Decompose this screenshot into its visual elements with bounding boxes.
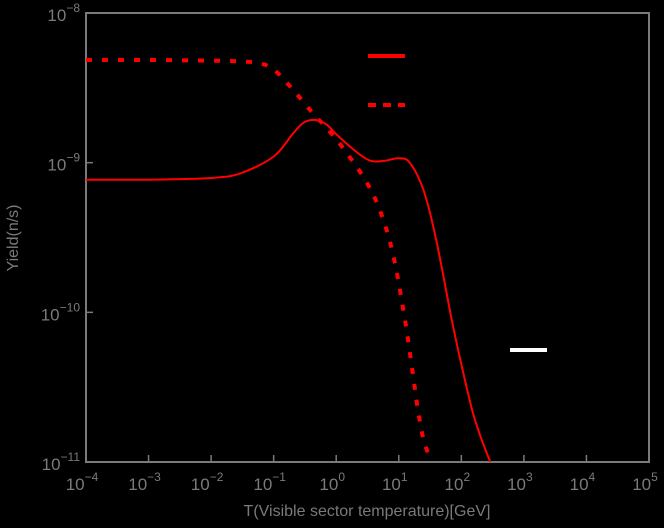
x-tick-label: 105: [632, 470, 658, 494]
x-tick-label: 10−4: [66, 470, 99, 494]
x-tick-label: 102: [445, 470, 471, 494]
x-tick-label: 100: [319, 470, 345, 494]
x-tick-label: 101: [382, 470, 408, 494]
x-tick-label: 10−2: [191, 470, 224, 494]
y-tick-label: 10−9: [47, 151, 80, 175]
x-tick-label: 10−3: [128, 470, 161, 494]
x-tick-label: 10−1: [253, 470, 286, 494]
legend: [368, 54, 405, 107]
x-tick-label: 103: [507, 470, 533, 494]
y-tick-label: 10−11: [42, 450, 81, 474]
plot-frame: [85, 12, 650, 463]
y-axis-ticks: 10−8 10−9 10−10 10−11: [41, 1, 93, 474]
dashed-series-line: [85, 57, 433, 460]
y-axis-label: Yield(n/s): [5, 205, 22, 272]
y-tick-label: 10−10: [41, 300, 81, 324]
x-axis-ticks: 10−4 10−3 10−2 10−1 100 101 102 103 104 105: [66, 455, 658, 494]
x-tick-label: 104: [570, 470, 596, 494]
solid-series-line: [85, 118, 492, 463]
x-axis-label: T(Visible sector temperature)[GeV]: [244, 503, 491, 520]
plot-series: [85, 57, 492, 463]
y-tick-label: 10−8: [47, 1, 80, 25]
